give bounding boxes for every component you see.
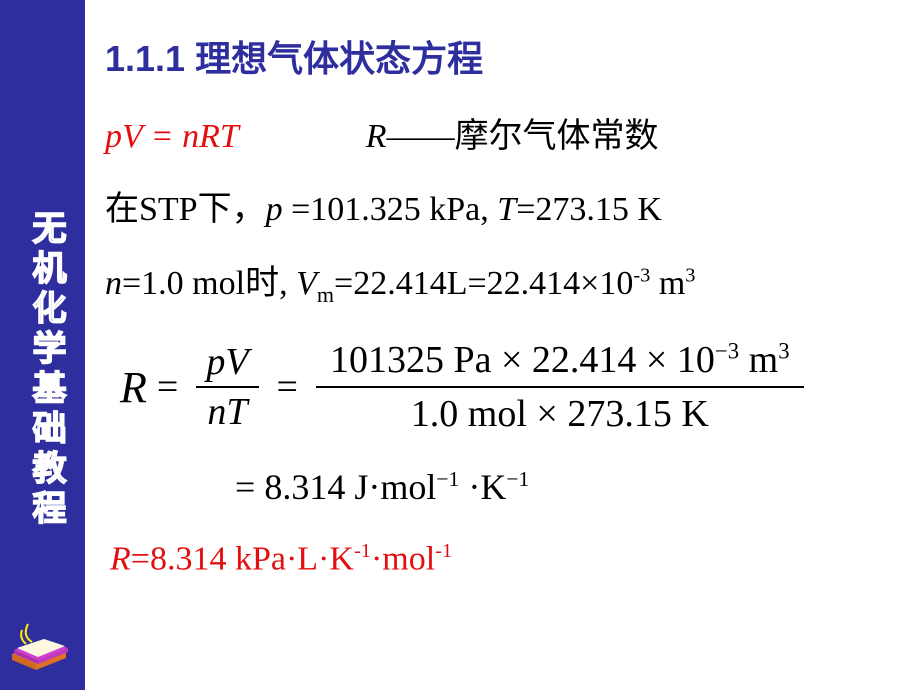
stp-conditions: 在STP下，p =101.325 kPa, T=273.15 K <box>105 185 904 234</box>
frac-pv-nt: pV nT <box>196 338 258 436</box>
section-title: 1.1.1 理想气体状态方程 <box>105 30 904 82</box>
r-result: = 8.314 J·mol−1 ·K−1 <box>235 466 904 508</box>
course-title-vertical: 无机化学基础教程 <box>22 210 71 530</box>
equation-line-1: pV = nRT R——摩尔气体常数 <box>105 112 904 161</box>
r-description: 摩尔气体常数 <box>455 118 659 155</box>
frac-numeric: 101325 Pa × 22.414 × 10−3 m3 1.0 mol × 2… <box>316 334 804 440</box>
slide-content: 1.1.1 理想气体状态方程 pV = nRT R——摩尔气体常数 在STP下，… <box>85 0 920 690</box>
r-variable: R <box>366 118 387 155</box>
section-number: 1.1.1 <box>105 38 185 79</box>
book-icon <box>4 614 74 672</box>
mole-volume-line: n=1.0 mol时, Vm=22.414L=22.414×10-3 m3 <box>105 259 904 311</box>
ideal-gas-equation: pV = nRT <box>105 118 239 155</box>
r-derivation: R = pV nT = 101325 Pa × 22.414 × 10−3 m3… <box>120 334 904 440</box>
r-final-value: R=8.314 kPa·L·K-1·mol-1 <box>110 540 904 578</box>
sidebar: 无机化学基础教程 <box>0 0 85 690</box>
section-heading: 理想气体状态方程 <box>195 38 483 79</box>
